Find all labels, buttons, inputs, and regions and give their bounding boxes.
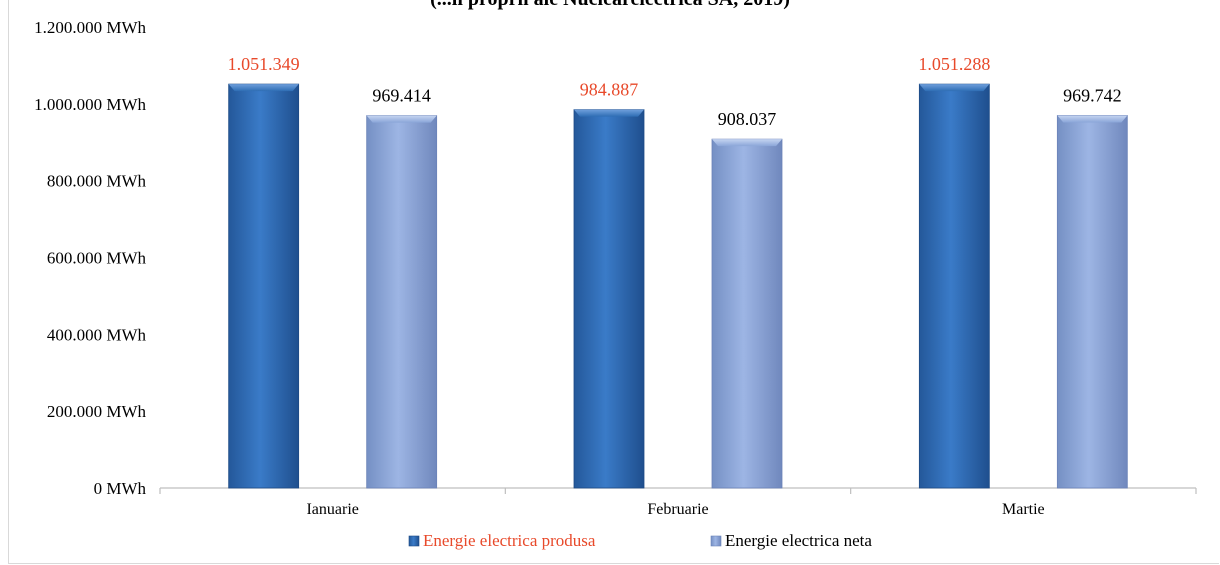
- bar-body: [918, 83, 990, 489]
- x-tick-label: Martie: [1002, 501, 1045, 518]
- bar-neta: [366, 115, 438, 489]
- chart-frame: [8, 0, 1219, 564]
- legend-item: Energie electrica produsa: [408, 531, 596, 550]
- bar-cap: [919, 84, 990, 92]
- bar-body: [1056, 115, 1128, 489]
- bar-produsa: [228, 83, 300, 489]
- bar-cap: [366, 115, 437, 123]
- y-tick-label: 1.200.000 MWh: [34, 18, 146, 37]
- data-label: 984.887: [580, 80, 639, 100]
- bar-body: [711, 138, 783, 489]
- bar-neta: [1056, 115, 1128, 489]
- data-label: 969.742: [1063, 85, 1122, 105]
- bar-body: [228, 83, 300, 489]
- legend: Energie electrica produsa Energie electri…: [408, 531, 872, 550]
- data-label: 1.051.288: [918, 54, 990, 74]
- data-labels: 1.051.349 984.887 1.051.288 969.414 908.037 9…: [228, 54, 1122, 129]
- bars: [228, 83, 1128, 489]
- bar-body: [366, 115, 438, 489]
- y-tick-label: 1.000.000 MWh: [34, 95, 146, 114]
- bar-cap: [228, 84, 299, 92]
- x-tick-label: Ianuarie: [306, 501, 358, 518]
- bar-produsa: [918, 83, 990, 489]
- bar-cap: [574, 109, 644, 117]
- bar-body: [573, 109, 645, 489]
- data-label: 969.414: [372, 86, 431, 106]
- y-tick-label: 800.000 MWh: [47, 172, 147, 191]
- data-label: 908.037: [718, 109, 777, 129]
- y-axis: 0 MWh 200.000 MWh 400.000 MWh 600.000 MWh 80…: [34, 18, 146, 498]
- legend-swatch: [710, 535, 722, 547]
- chart-title: (...ii proprii ale Nuclearelectrica SA, …: [0, 0, 1220, 11]
- y-tick-label: 200.000 MWh: [47, 402, 147, 421]
- legend-swatch: [408, 535, 420, 547]
- y-tick-label: 600.000 MWh: [47, 249, 147, 268]
- y-tick-label: 400.000 MWh: [47, 325, 147, 344]
- bar-produsa: [573, 109, 645, 489]
- bar-neta: [711, 138, 783, 489]
- data-label: 1.051.349: [228, 54, 300, 74]
- y-tick-label: 0 MWh: [94, 479, 147, 498]
- bar-cap: [1057, 115, 1128, 123]
- x-axis: Ianuarie Februarie Martie: [159, 487, 1197, 518]
- x-tick-label: Februarie: [647, 501, 708, 518]
- legend-item: Energie electrica neta: [710, 531, 872, 550]
- legend-label: Energie electrica neta: [725, 531, 872, 550]
- bar-cap: [712, 139, 782, 147]
- legend-label: Energie electrica produsa: [423, 531, 596, 550]
